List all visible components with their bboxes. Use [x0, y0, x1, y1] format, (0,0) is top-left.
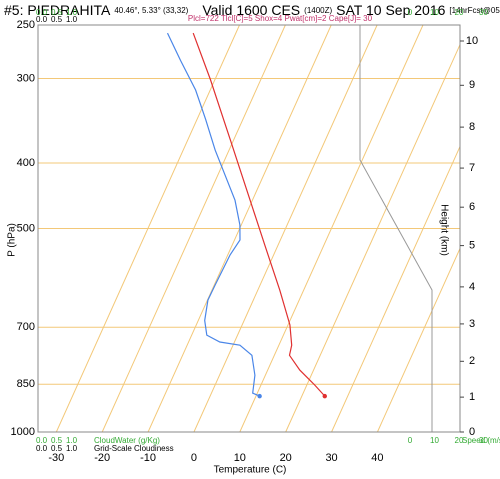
y-tick-label: 500	[17, 222, 35, 234]
y2-tick-label: 7	[469, 162, 475, 174]
x-axis-label: Temperature (C)	[214, 465, 287, 476]
cloudwater-label: CloudWater (g/Kg)	[94, 436, 160, 445]
y-tick-label: 250	[17, 19, 35, 31]
y-tick-label: 400	[17, 157, 35, 169]
cloudiness-label: Grid-Scale Cloudiness	[94, 444, 174, 453]
x-tick-label: 20	[280, 452, 292, 464]
subtitle: Plcl=722 Tlcl[C]=5 Shox=4 Pwat[cm]=2 Cap…	[188, 14, 373, 23]
y2-tick-label: 8	[469, 121, 475, 133]
y2-tick-label: 2	[469, 355, 475, 367]
speed-tick: 30	[479, 436, 488, 445]
speed-tick: 20	[455, 436, 464, 445]
scale-tick: 0.0	[36, 444, 48, 453]
profile-line	[192, 32, 326, 397]
y2-tick-label: 6	[469, 201, 475, 213]
y-tick-label: 700	[17, 321, 35, 333]
isotherm	[239, 25, 424, 432]
speed-tick: 10	[430, 436, 439, 445]
y-tick-label: 850	[17, 378, 35, 390]
isotherm	[101, 25, 286, 432]
speed-tick: 0	[408, 8, 413, 17]
x-tick-label: 10	[234, 452, 246, 464]
scale-tick: 0.5	[51, 15, 63, 24]
y-axis-label: P (hPa)	[7, 223, 18, 257]
y2-tick-label: 5	[469, 240, 475, 252]
x-tick-label: 0	[191, 452, 197, 464]
y2-tick-label: 9	[469, 79, 475, 91]
x-tick-label: 40	[371, 452, 383, 464]
speed-tick: 10	[430, 8, 439, 17]
plot-frame	[37, 24, 461, 433]
scale-tick: 1.0	[66, 15, 78, 24]
y2-tick-label: 1	[469, 391, 475, 403]
y2-tick-label: 3	[469, 318, 475, 330]
surface-point	[257, 393, 262, 399]
scale-tick: 0.5	[51, 8, 63, 17]
x-tick-label: -10	[140, 452, 156, 464]
scale-tick: 0.5	[51, 436, 63, 445]
scale-tick: 1.0	[66, 436, 78, 445]
isotherm	[193, 25, 378, 432]
isotherm	[376, 247, 460, 432]
surface-point	[322, 393, 327, 399]
speed-tick: 20	[455, 8, 464, 17]
x-tick-label: 30	[325, 452, 337, 464]
y2-tick-label: 0	[469, 426, 475, 438]
y-tick-label: 300	[17, 72, 35, 84]
scale-tick: 0.5	[51, 444, 63, 453]
scale-tick: 0.0	[36, 15, 48, 24]
y2-axis-label: Height (km)	[438, 204, 449, 256]
scale-tick: 0.0	[36, 8, 48, 17]
isotherm	[331, 145, 460, 432]
scale-tick: 1.0	[66, 8, 78, 17]
terrain-line	[359, 25, 433, 432]
scale-tick: 0.0	[36, 436, 48, 445]
speed-tick: 0	[408, 436, 413, 445]
isotherm	[55, 25, 240, 432]
y-tick-label: 1000	[11, 426, 35, 438]
profile-line	[166, 32, 260, 397]
chart-title: #5: PIEDRAHITA 40.46°, 5.33° (33,32) Valid…	[4, 2, 500, 18]
x-tick-label: -20	[94, 452, 110, 464]
speed-tick: 30	[479, 8, 488, 17]
isotherm	[285, 43, 460, 432]
speed-label: Speed (m/s)	[462, 436, 500, 445]
plot-area	[38, 25, 460, 432]
scale-tick: 1.0	[66, 444, 78, 453]
x-tick-label: -30	[48, 452, 64, 464]
y2-tick-label: 4	[469, 281, 475, 293]
y2-tick-label: 10	[466, 35, 478, 47]
